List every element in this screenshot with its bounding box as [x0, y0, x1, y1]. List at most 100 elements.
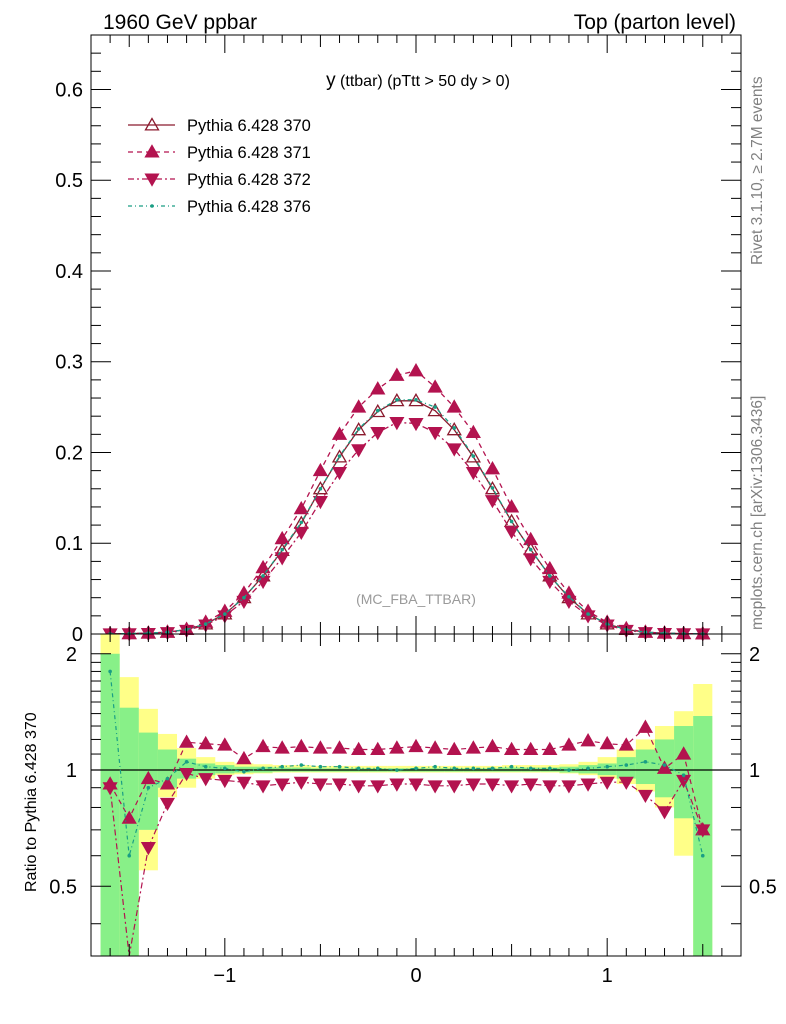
ratio-point [504, 780, 520, 794]
ratio-point [312, 778, 328, 792]
data-point [528, 547, 533, 552]
ratio-y-tick-label-right: 2 [749, 644, 760, 666]
y-tick-label: 0.4 [55, 261, 83, 283]
y-tick-label: 0.1 [55, 533, 83, 555]
data-point [370, 403, 386, 418]
ratio-point [561, 780, 577, 794]
data-point [408, 362, 424, 377]
ratio-axes: 0.5 0.5 1 1 2 2 −1 0 1 [49, 634, 777, 987]
ratio-point [261, 766, 265, 771]
ratio-point [567, 768, 571, 772]
y-tick-label: 0.5 [55, 170, 83, 192]
main-plot-layer [102, 362, 711, 642]
rivet-label: Rivet 3.1.10, ≥ 2.7M events [749, 76, 766, 265]
data-point [523, 531, 539, 546]
ratio-point [542, 741, 558, 756]
data-point [389, 417, 405, 431]
ratio-point [236, 776, 252, 790]
data-point [351, 399, 367, 413]
ratio-point [408, 738, 424, 753]
ratio-point [389, 778, 405, 792]
x-tick-label: −1 [213, 965, 236, 987]
y-tick-label: 0.2 [55, 442, 83, 464]
data-point [331, 449, 348, 463]
data-point [293, 500, 309, 515]
data-point [274, 552, 290, 566]
ratio-point [408, 778, 424, 792]
data-point [542, 560, 558, 575]
data-point [433, 405, 437, 409]
ratio-point [542, 780, 558, 794]
ratio-point [146, 785, 151, 790]
ratio-point [108, 669, 112, 674]
ratio-point [389, 740, 405, 754]
y-tick-label: 0.3 [55, 352, 83, 374]
ratio-point [503, 741, 520, 756]
data-point [427, 379, 443, 393]
data-point [465, 424, 481, 439]
ratio-point [465, 778, 481, 792]
data-point [318, 486, 323, 491]
series-2 [102, 417, 711, 642]
ratio-point [637, 789, 653, 804]
ratio-point [217, 737, 233, 751]
watermark: (MC_FBA_TTBAR) [356, 591, 476, 607]
ratio-point [255, 780, 271, 794]
legend-label-0: Pythia 6.428 370 [187, 117, 311, 135]
ratio-point [184, 760, 189, 764]
ratio-point [446, 741, 462, 756]
data-point [504, 525, 520, 540]
ratio-point [414, 766, 418, 771]
ratio-point [465, 740, 481, 754]
main-plot-title-main: y [326, 70, 336, 91]
data-point [203, 622, 208, 626]
data-point [523, 553, 539, 567]
ratio-point [700, 853, 705, 858]
ratio-point [484, 778, 501, 792]
ratio-series-1 [102, 767, 711, 957]
data-point [312, 462, 329, 477]
legend-marker-2 [144, 173, 160, 187]
ratio-point [523, 741, 539, 756]
ratio-point [293, 776, 309, 790]
ratio-point [490, 766, 495, 771]
ratio-point [236, 750, 252, 765]
ratio-line-1 [109, 772, 704, 957]
header-energy: 1960 GeV ppbar [103, 11, 257, 34]
ratio-point [580, 778, 596, 792]
ratio-point [337, 764, 342, 769]
ratio-point [695, 824, 711, 838]
data-point [503, 499, 520, 513]
legend-marker-1 [144, 144, 160, 158]
ratio-point [561, 737, 577, 751]
data-point [567, 594, 571, 599]
legend: Pythia 6.428 370 Pythia 6.428 371 Pythia 6… [128, 117, 311, 216]
ratio-point [370, 780, 386, 794]
ratio-point [165, 776, 170, 781]
ratio-point [140, 842, 156, 856]
ratio-point [318, 764, 323, 769]
y-tick-label: 0.6 [55, 79, 83, 101]
ratio-point [331, 778, 348, 792]
data-point [484, 495, 501, 509]
ratio-series-2 [108, 669, 705, 858]
ratio-point [198, 773, 214, 787]
data-point [427, 427, 443, 441]
data-point [452, 426, 457, 430]
ratio-point [102, 782, 118, 796]
data-point [580, 610, 596, 624]
ratio-point [274, 740, 290, 754]
header-process: Top (parton level) [574, 11, 736, 34]
ratio-line-2 [109, 671, 704, 856]
band-green [196, 763, 216, 776]
legend-marker-3 [150, 204, 154, 208]
ratio-y-tick-label: 1 [66, 760, 77, 782]
data-point [274, 530, 290, 545]
ratio-point [618, 737, 634, 751]
ratio-point [178, 734, 195, 748]
data-point [331, 426, 348, 440]
data-point [223, 612, 227, 616]
ratio-point [580, 733, 596, 747]
data-point [280, 547, 284, 552]
data-point [351, 444, 367, 458]
